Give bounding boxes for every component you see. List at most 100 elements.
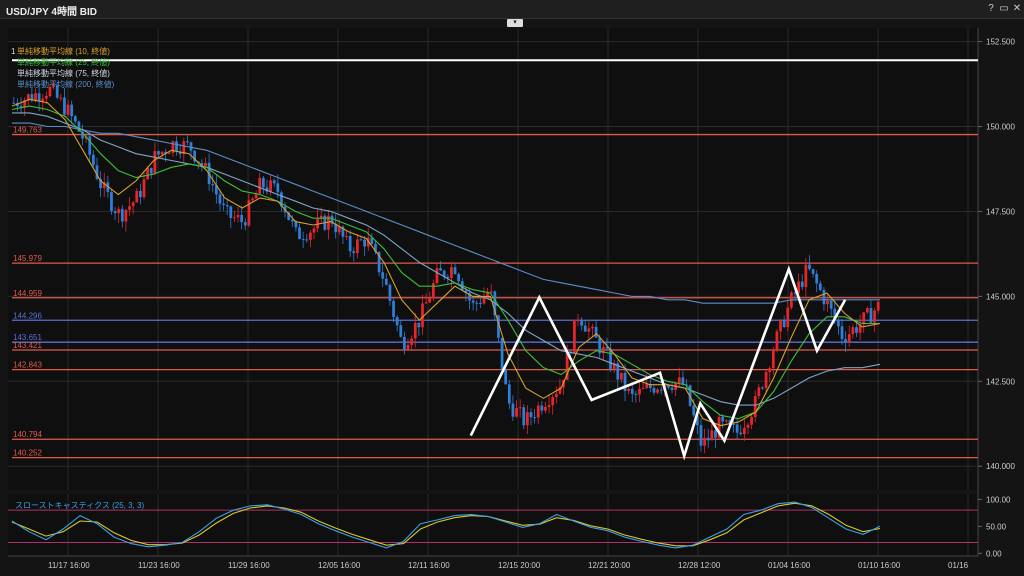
collapse-toggle[interactable]: ▾ <box>507 19 523 27</box>
candle-body <box>652 388 656 393</box>
candle-body <box>638 388 641 395</box>
candle-body <box>41 98 45 102</box>
candle-body <box>99 179 102 189</box>
candle-body <box>811 269 815 274</box>
candle-body <box>601 347 605 354</box>
candle-body <box>840 326 844 340</box>
candle-body <box>276 183 280 193</box>
close-button[interactable]: ✕ <box>1012 3 1022 14</box>
candle-body <box>193 150 197 162</box>
candle-body <box>475 302 479 304</box>
candle-body <box>670 387 674 390</box>
candle-body <box>645 383 649 388</box>
candle-body <box>797 281 800 294</box>
candle-body <box>826 300 829 305</box>
candle-body <box>648 383 652 389</box>
candle-body <box>753 395 757 417</box>
candle-body <box>627 388 631 391</box>
candle-body <box>399 325 403 337</box>
candle-body <box>131 202 135 207</box>
candle-body <box>421 303 424 328</box>
candle-body <box>482 296 486 304</box>
candle-body <box>287 212 291 220</box>
candle-body <box>612 363 616 370</box>
price-tick-label: 152.500 <box>986 38 1015 47</box>
candle-body <box>337 226 341 233</box>
candle-body <box>728 420 732 424</box>
legend-entry: 単純移動平均線 (200, 終値) <box>17 79 115 89</box>
candle-body <box>634 393 638 395</box>
candle-body <box>583 325 587 332</box>
candle-body <box>384 278 388 285</box>
ma10-line <box>11 98 881 427</box>
candle-body <box>667 384 670 388</box>
level-label: 144.296 <box>13 311 42 320</box>
candle-body <box>489 291 493 293</box>
candle-body <box>410 338 414 345</box>
candle-body <box>186 141 189 143</box>
candle-body <box>88 136 92 155</box>
candle-body <box>851 327 855 335</box>
candle-body <box>605 347 609 349</box>
ma75-line <box>12 112 881 406</box>
sub-plot-bg <box>8 494 978 556</box>
legend-prefix: 1 <box>11 47 16 56</box>
candle-body <box>330 215 334 224</box>
candle-body <box>822 289 826 305</box>
candle-body <box>775 331 779 351</box>
candle-body <box>37 93 41 102</box>
moving-averages <box>11 98 881 427</box>
candle-body <box>544 406 547 411</box>
candle-body <box>309 232 312 240</box>
candle-body <box>44 96 48 99</box>
candle-body <box>59 97 63 99</box>
candle-body <box>865 308 869 313</box>
candle-body <box>511 403 515 417</box>
candle-body <box>695 415 699 426</box>
candle-body <box>804 264 808 288</box>
candle-body <box>442 270 446 277</box>
ma200-line <box>12 122 880 304</box>
candle-body <box>515 408 518 417</box>
candle-body <box>757 387 761 396</box>
candle-body <box>609 348 612 370</box>
candle-body <box>591 326 594 329</box>
help-button[interactable]: ? <box>988 3 994 14</box>
candle-body <box>714 430 717 438</box>
legend-entry: 単純移動平均線 (25, 終値) <box>17 57 110 67</box>
candle-body <box>240 214 244 223</box>
candle-body <box>855 327 858 333</box>
stoch-tick-label: 100.00 <box>986 495 1011 504</box>
time-tick-label: 11/29 16:00 <box>228 561 270 570</box>
candle-body <box>641 387 645 389</box>
candle-body <box>218 194 222 204</box>
price-tick-label: 140.000 <box>986 462 1015 471</box>
candle-body <box>558 387 562 394</box>
candle-body <box>428 298 432 303</box>
stoch-tick-label: 50.00 <box>986 522 1007 531</box>
candle-body <box>424 302 428 304</box>
candle-body <box>124 209 128 222</box>
candle-body <box>844 339 848 343</box>
candle-body <box>70 104 74 117</box>
price-tick-label: 145.000 <box>986 292 1015 301</box>
price-tick-label: 142.500 <box>986 377 1015 386</box>
candle-body <box>735 424 739 433</box>
candle-body <box>92 154 95 166</box>
candle-body <box>301 239 305 241</box>
restore-button[interactable]: ▭ <box>999 3 1009 14</box>
candle-body <box>587 328 591 332</box>
candle-body <box>786 307 790 327</box>
candle-body <box>768 368 772 372</box>
candle-body <box>149 167 153 174</box>
candle-body <box>554 393 558 398</box>
candle-body <box>348 235 352 252</box>
candle-body <box>406 344 410 350</box>
candle-body <box>497 315 500 338</box>
candle-body <box>685 384 688 386</box>
candle-body <box>251 198 254 201</box>
level-label: 144.959 <box>13 289 42 298</box>
candle-body <box>236 214 240 218</box>
